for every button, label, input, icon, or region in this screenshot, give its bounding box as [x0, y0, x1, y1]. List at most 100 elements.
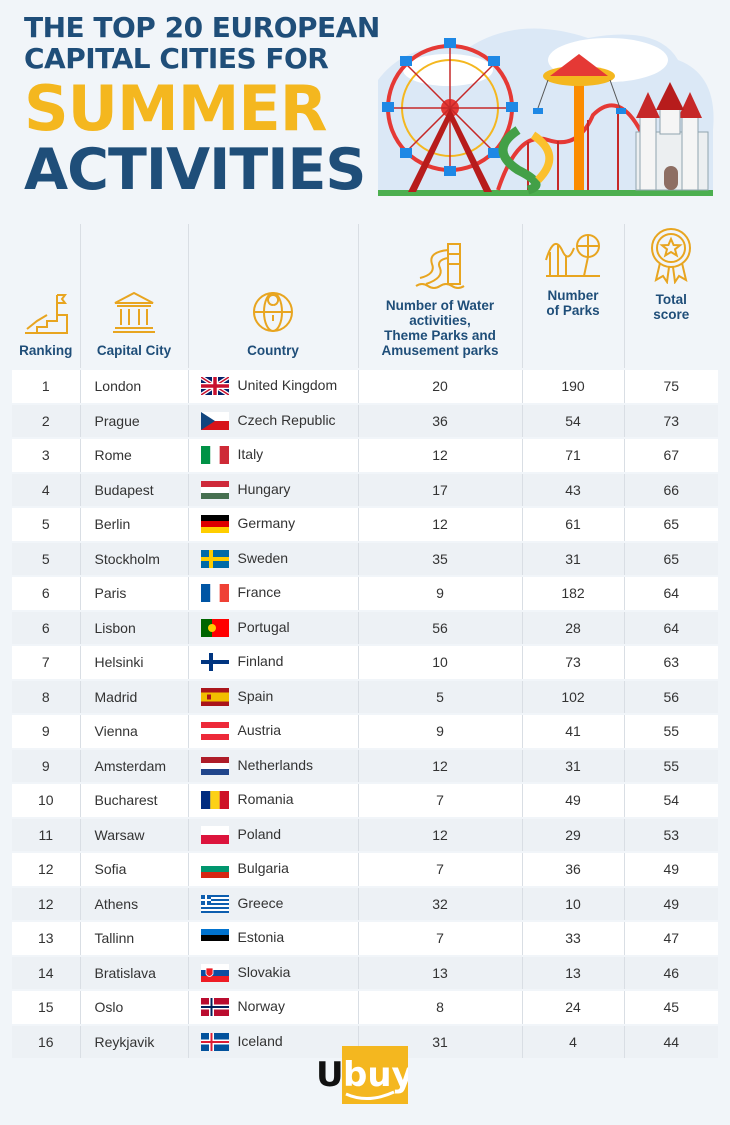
water-activities-cell: 7 — [357, 782, 522, 818]
country-cell: Italy — [187, 437, 358, 473]
swing-ride-icon — [533, 54, 626, 190]
bulgaria-flag-icon — [200, 860, 229, 879]
total-score-cell: 44 — [623, 1023, 718, 1058]
country-name: United Kingdom — [237, 377, 338, 394]
country-cell: Slovakia — [187, 954, 358, 990]
total-score-cell: 64 — [623, 609, 718, 645]
parks-cell: 49 — [521, 782, 624, 818]
infographic-title: THE TOP 20 EUROPEAN CAPITAL CITIES FOR S… — [24, 14, 384, 202]
table-row: 16 Reykjavik Iceland 31 4 44 — [12, 1023, 718, 1058]
water-activities-cell: 36 — [357, 402, 522, 438]
country-cell: Spain — [187, 678, 358, 714]
water-activities-cell: 13 — [357, 954, 522, 990]
city-cell: Reykjavik — [79, 1023, 188, 1058]
table-row: 6 Lisbon Portugal 56 28 64 — [12, 609, 718, 645]
city-hall-icon — [113, 291, 155, 333]
country-cell: Sweden — [187, 540, 358, 576]
table-row: 4 Budapest Hungary 17 43 66 — [12, 471, 718, 507]
parks-cell: 4 — [521, 1023, 624, 1058]
country-cell: Germany — [187, 506, 358, 542]
city-cell: Bratislava — [79, 954, 188, 990]
rank-cell: 9 — [12, 713, 80, 749]
table-row: 11 Warsaw Poland 12 29 53 — [12, 816, 718, 852]
rank-cell: 4 — [12, 471, 80, 507]
table-row: 10 Bucharest Romania 7 49 54 — [12, 782, 718, 818]
amusement-park-illustration — [378, 28, 714, 196]
city-cell: Budapest — [79, 471, 188, 507]
country-name: Portugal — [237, 618, 290, 635]
water-slide-icon — [415, 243, 465, 289]
rank-cell: 6 — [12, 609, 80, 645]
table-row: 12 Athens Greece 32 10 49 — [12, 885, 718, 921]
city-cell: Tallinn — [79, 920, 188, 956]
country-name: Romania — [237, 791, 294, 808]
country-cell: Portugal — [187, 609, 358, 645]
country-cell: Hungary — [187, 471, 358, 507]
water-activities-cell: 8 — [357, 989, 522, 1025]
total-score-cell: 64 — [623, 575, 718, 611]
header-score-line-1: Total — [655, 292, 687, 307]
country-cell: Romania — [187, 782, 358, 818]
header-score-line-2: score — [653, 307, 690, 322]
uk-flag-icon — [200, 377, 229, 396]
title-line-3: SUMMER — [24, 72, 328, 145]
rank-cell: 11 — [12, 816, 80, 852]
country-cell: France — [187, 575, 358, 611]
rank-cell: 3 — [12, 437, 80, 473]
city-cell: London — [79, 368, 188, 404]
austria-flag-icon — [200, 722, 229, 741]
city-cell: Stockholm — [79, 540, 188, 576]
table-row: 1 London United Kingdom 20 190 75 — [12, 368, 718, 404]
header-city: Capital City — [79, 224, 188, 369]
country-name: Norway — [237, 998, 285, 1015]
hungary-flag-icon — [200, 480, 229, 499]
city-cell: Oslo — [79, 989, 188, 1025]
country-name: Estonia — [237, 929, 285, 946]
city-cell: Vienna — [79, 713, 188, 749]
city-cell: Sofia — [79, 851, 188, 887]
parks-cell: 36 — [521, 851, 624, 887]
table-row: 15 Oslo Norway 8 24 45 — [12, 989, 718, 1025]
header-city-label: Capital City — [96, 343, 172, 358]
city-cell: Amsterdam — [79, 747, 188, 783]
total-score-cell: 65 — [623, 506, 718, 542]
city-cell: Athens — [79, 885, 188, 921]
city-cell: Madrid — [79, 678, 188, 714]
table-row: 3 Rome Italy 12 71 67 — [12, 437, 718, 473]
rank-cell: 14 — [12, 954, 80, 990]
water-slide-icon — [498, 126, 554, 195]
country-cell: Greece — [187, 885, 358, 921]
title-line-1: THE TOP 20 EUROPEAN — [24, 11, 380, 44]
water-activities-cell: 10 — [357, 644, 522, 680]
header-country: Country — [187, 224, 358, 369]
table-row: 6 Paris France 9 182 64 — [12, 575, 718, 611]
country-name: Slovakia — [237, 963, 291, 980]
parks-cell: 41 — [521, 713, 624, 749]
city-cell: Helsinki — [79, 644, 188, 680]
spain-flag-icon — [200, 687, 229, 706]
germany-flag-icon — [200, 515, 229, 534]
total-score-cell: 55 — [623, 713, 718, 749]
water-activities-cell: 31 — [357, 1023, 522, 1058]
water-activities-cell: 9 — [357, 713, 522, 749]
country-name: Italy — [237, 446, 264, 463]
award-badge-icon — [651, 228, 692, 284]
svg-text:U: U — [316, 1055, 344, 1095]
table-row: 8 Madrid Spain 5 102 56 — [12, 678, 718, 714]
country-cell: Poland — [187, 816, 358, 852]
header-water-line-2: activities, — [409, 313, 471, 328]
city-cell: Prague — [79, 402, 188, 438]
country-name: Spain — [237, 687, 274, 704]
parks-cell: 24 — [521, 989, 624, 1025]
netherlands-flag-icon — [200, 756, 229, 775]
parks-cell: 43 — [521, 471, 624, 507]
czech-flag-icon — [200, 411, 229, 430]
total-score-cell: 67 — [623, 437, 718, 473]
country-cell: Bulgaria — [187, 851, 358, 887]
title-line-4: ACTIVITIES — [24, 137, 366, 203]
total-score-cell: 53 — [623, 816, 718, 852]
water-activities-cell: 32 — [357, 885, 522, 921]
country-cell: Iceland — [187, 1023, 358, 1058]
poland-flag-icon — [200, 825, 229, 844]
total-score-cell: 45 — [623, 989, 718, 1025]
